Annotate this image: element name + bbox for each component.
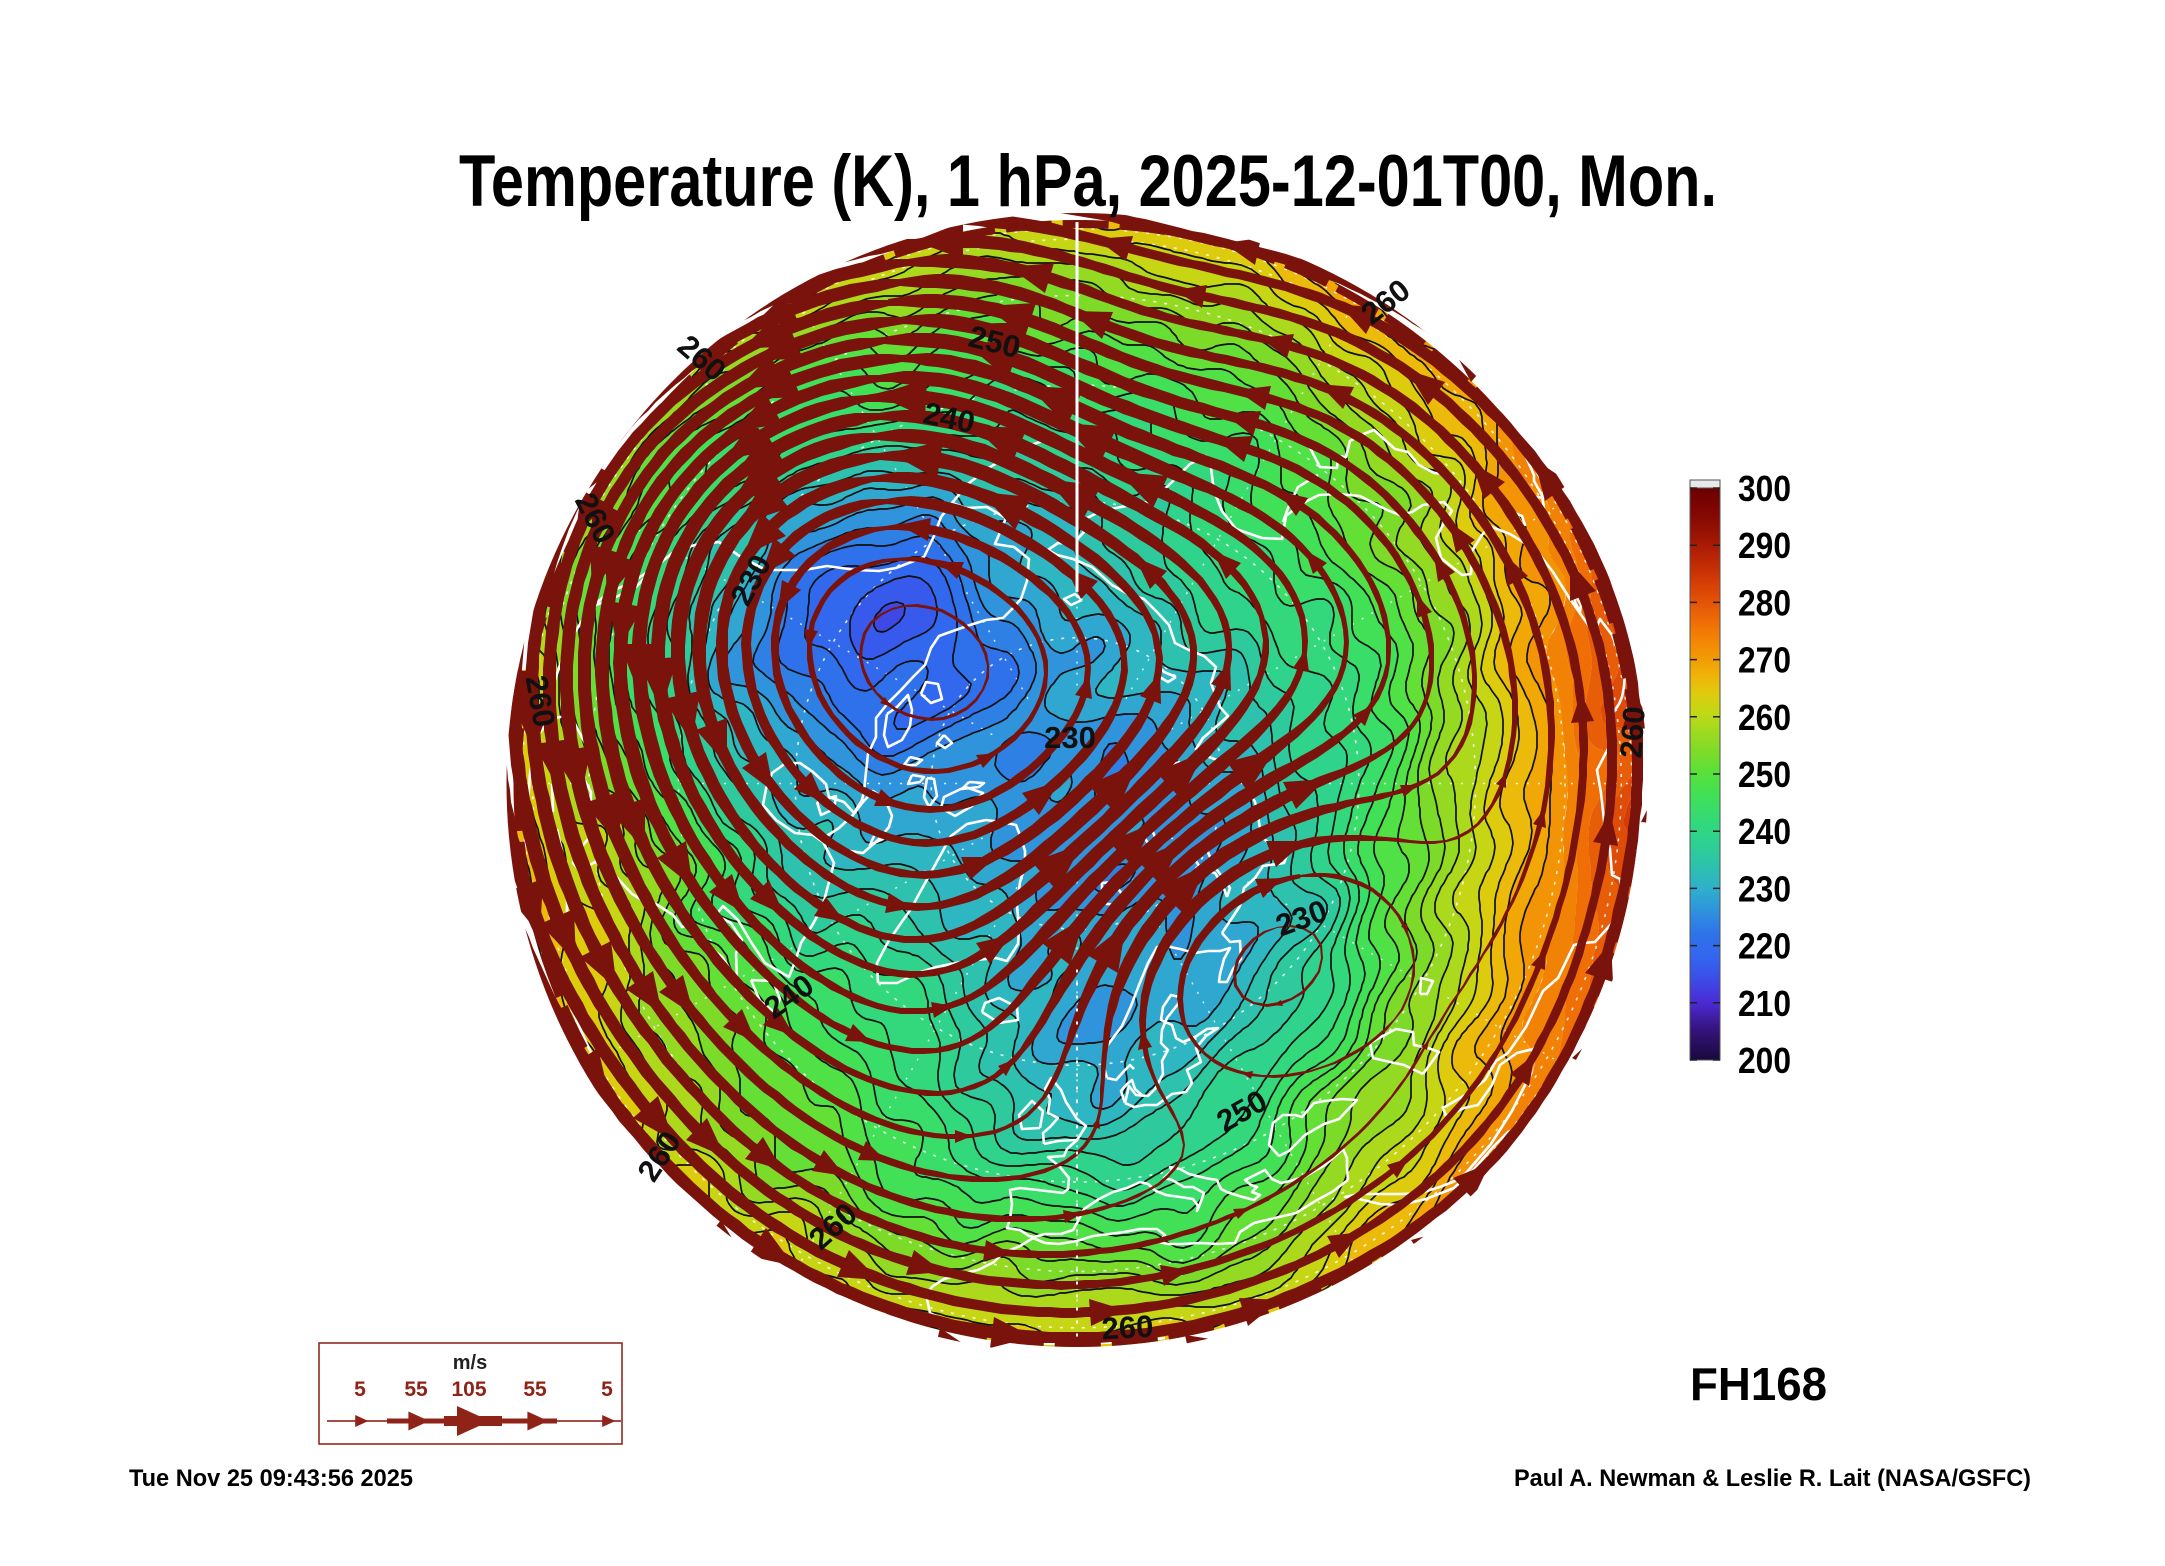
svg-text:Temperature (K), 1 hPa, 2025-1: Temperature (K), 1 hPa, 2025-12-01T00, M… [459,141,1717,222]
svg-text:260: 260 [1101,1309,1154,1347]
svg-text:230: 230 [1738,868,1791,909]
svg-text:Paul A. Newman & Leslie R. Lai: Paul A. Newman & Leslie R. Lait (NASA/GS… [1514,1465,2031,1492]
svg-text:105: 105 [451,1378,486,1401]
svg-text:230: 230 [1044,720,1096,755]
svg-text:5: 5 [601,1378,613,1401]
svg-text:FH168: FH168 [1690,1358,1827,1410]
svg-text:300: 300 [1738,468,1791,509]
svg-text:210: 210 [1738,983,1791,1024]
svg-text:m/s: m/s [453,1352,487,1374]
svg-text:220: 220 [1738,926,1791,967]
svg-text:280: 280 [1738,582,1791,623]
svg-text:260: 260 [1738,697,1791,738]
svg-text:55: 55 [404,1378,428,1401]
svg-text:290: 290 [1738,525,1791,566]
svg-text:240: 240 [1738,811,1791,852]
svg-text:5: 5 [354,1378,366,1401]
svg-text:260: 260 [1613,705,1652,759]
svg-text:250: 250 [1738,754,1791,795]
svg-text:270: 270 [1738,640,1791,681]
svg-text:200: 200 [1738,1040,1791,1081]
svg-text:Tue Nov 25 09:43:56 2025: Tue Nov 25 09:43:56 2025 [129,1465,413,1492]
svg-text:55: 55 [523,1378,547,1401]
